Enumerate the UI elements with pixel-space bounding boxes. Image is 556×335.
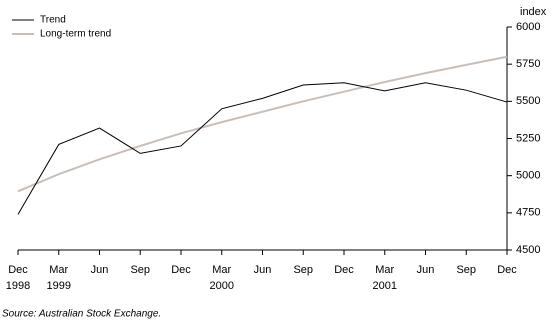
x-tick-label: Dec	[8, 264, 28, 276]
x-year-label: 1999	[47, 280, 71, 292]
legend-label: Trend	[40, 15, 66, 26]
x-year-label: 1998	[6, 280, 30, 292]
x-tick-label: Mar	[375, 264, 394, 276]
y-tick-label: 5500	[516, 95, 540, 107]
series-line	[17, 82, 508, 215]
x-tick-label: Mar	[49, 264, 68, 276]
x-tick-label: Sep	[293, 264, 313, 276]
y-tick-label: 6000	[516, 21, 540, 33]
x-tick-label: Sep	[456, 264, 476, 276]
y-tick-label: 5000	[516, 170, 540, 182]
x-tick-label: Sep	[130, 264, 150, 276]
y-tick-label: 5250	[516, 132, 540, 144]
legend-label: Long-term trend	[40, 29, 111, 40]
x-tick-label: Dec	[171, 264, 191, 276]
x-tick-label: Dec	[334, 264, 354, 276]
y-tick-label: 4750	[516, 207, 540, 219]
x-tick-label: Dec	[497, 264, 517, 276]
source-note: Source: Australian Stock Exchange.	[2, 309, 161, 320]
x-tick-label: Jun	[91, 264, 109, 276]
x-year-label: 2000	[210, 280, 234, 292]
y-axis-unit: index	[520, 6, 547, 18]
y-tick-label: 4500	[516, 244, 540, 256]
series-line	[17, 55, 508, 193]
x-year-label: 2001	[373, 280, 397, 292]
x-tick-label: Jun	[254, 264, 272, 276]
x-tick-label: Jun	[417, 264, 435, 276]
x-tick-label: Mar	[212, 264, 231, 276]
y-tick-label: 5750	[516, 58, 540, 70]
